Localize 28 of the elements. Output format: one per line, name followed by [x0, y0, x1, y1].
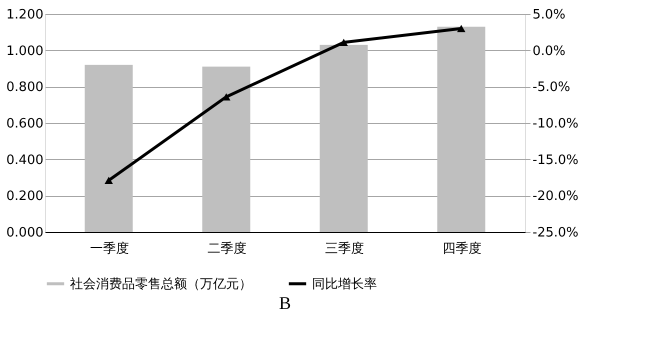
y-tick-label: 0.400	[6, 152, 44, 168]
bar	[202, 66, 250, 232]
x-tick-label: 三季度	[324, 240, 364, 256]
y-tick-label: 0.000	[6, 226, 44, 240]
x-tick-label: 一季度	[90, 240, 129, 256]
y-tick-label: 0.800	[6, 80, 44, 96]
y-tick-label: 1.200	[6, 8, 44, 22]
text: B	[278, 293, 292, 313]
y-tick-label: 0.600	[6, 116, 44, 132]
bar	[84, 64, 133, 232]
y2-tick-label: -20.0%	[532, 189, 578, 204]
y2-tick-label: -5.0%	[532, 80, 570, 96]
x-tick-label: 二季度	[207, 240, 246, 256]
y-tick-label: 1.000	[6, 44, 44, 59]
bar	[320, 44, 368, 232]
y2-tick-label: 0.0%	[532, 44, 566, 59]
y2-tick-label: -10.0%	[532, 116, 578, 132]
point	[457, 24, 466, 32]
y-tick-label: 0.200	[6, 189, 44, 204]
point	[340, 38, 348, 46]
bar	[437, 26, 486, 232]
point	[104, 176, 113, 184]
legend-label: 同比增长率	[312, 276, 377, 292]
x-tick-label: 四季度	[442, 240, 482, 256]
y2-tick-label: 5.0%	[532, 8, 566, 22]
y2-tick-label: -15.0%	[532, 152, 578, 168]
y2-tick-label: -25.0%	[532, 226, 578, 240]
legend-label: 社会消费品零售总额（万亿元）	[70, 276, 252, 292]
